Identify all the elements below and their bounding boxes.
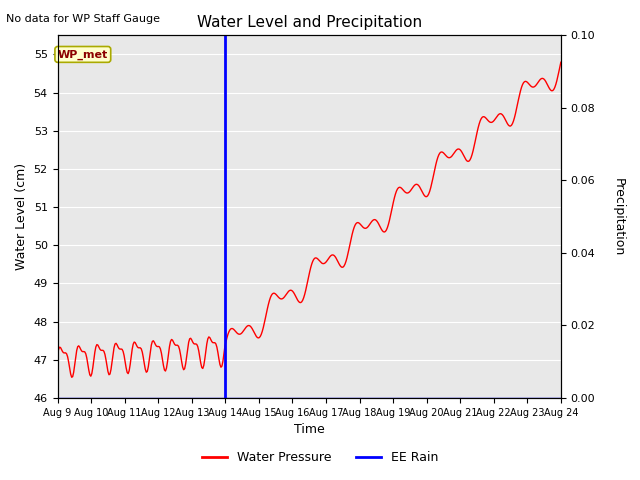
Legend: Water Pressure, EE Rain: Water Pressure, EE Rain: [196, 446, 444, 469]
Y-axis label: Water Level (cm): Water Level (cm): [15, 163, 28, 270]
Text: No data for WP Staff Gauge: No data for WP Staff Gauge: [6, 14, 161, 24]
X-axis label: Time: Time: [294, 423, 324, 436]
Y-axis label: Precipitation: Precipitation: [612, 178, 625, 256]
Title: Water Level and Precipitation: Water Level and Precipitation: [196, 15, 422, 30]
Text: WP_met: WP_met: [58, 49, 108, 60]
